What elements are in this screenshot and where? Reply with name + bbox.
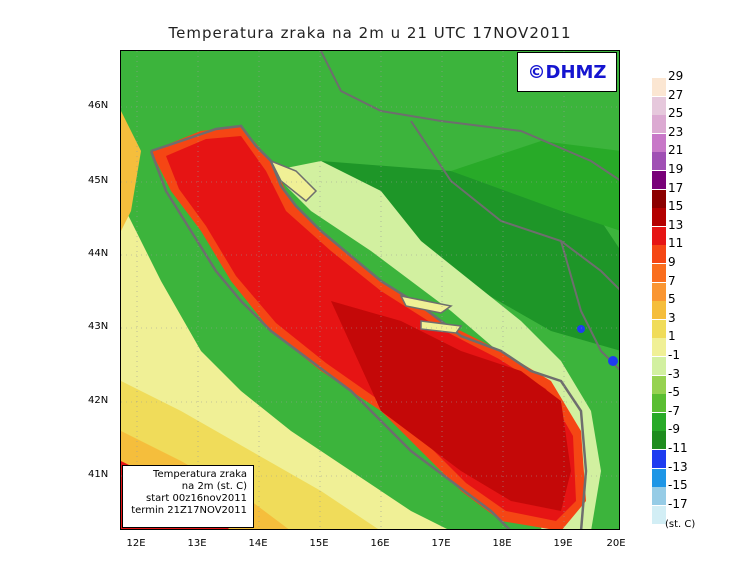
legend-swatch (652, 394, 666, 413)
lat-tick-41: 41N (88, 469, 109, 480)
legend-swatch (652, 375, 666, 394)
island-korcula (420, 320, 463, 334)
temperature-map (120, 50, 620, 530)
legend-label: 11 (668, 236, 684, 251)
legend-label: 29 (668, 69, 684, 83)
info-line-2: na 2m (st. C) (181, 481, 247, 492)
lake-skadar (577, 325, 585, 333)
lat-tick-43: 43N (88, 321, 109, 332)
legend-label: -5 (668, 385, 680, 400)
lat-tick-42: 42N (88, 395, 109, 406)
legend-label: 9 (668, 255, 676, 269)
legend-label: -11 (668, 441, 688, 455)
legend-label: -9 (668, 422, 680, 437)
lon-tick-15: 15E (309, 538, 329, 549)
map-canvas (121, 51, 619, 529)
legend-label: -7 (668, 403, 680, 418)
border-inland (410, 120, 619, 291)
lon-tick-17: 17E (431, 538, 451, 549)
legend-swatch (652, 468, 666, 487)
legend-label: -15 (668, 478, 688, 493)
legend-swatch (652, 431, 666, 450)
border-north (320, 51, 619, 181)
legend-label: 7 (668, 273, 676, 288)
inland-area-north (451, 141, 619, 231)
legend-label: 15 (668, 199, 684, 214)
legend-swatch (652, 208, 666, 227)
legend-swatch (652, 78, 666, 96)
legend-units: (st. C) (665, 519, 696, 530)
legend-label: 13 (668, 217, 684, 232)
legend-swatch (652, 264, 666, 282)
legend-swatch (652, 282, 666, 301)
legend-swatch (652, 505, 666, 524)
info-line-4: termin 21Z17NOV2011 (131, 505, 247, 516)
legend-label: 3 (668, 310, 676, 325)
legend-swatch (652, 245, 666, 264)
legend-swatch (652, 115, 666, 134)
coastline-east (150, 124, 588, 529)
legend-swatch (652, 319, 666, 338)
legend-swatch (652, 96, 666, 115)
legend-swatch (652, 338, 666, 357)
legend-label: -17 (668, 496, 688, 511)
info-line-3: start 00z16nov2011 (146, 493, 247, 504)
lon-tick-18: 18E (492, 538, 512, 549)
info-box: Temperatura zraka na 2m (st. C) start 00… (122, 465, 254, 528)
legend-swatch (652, 450, 666, 468)
lon-tick-16: 16E (370, 538, 390, 549)
legend-swatch (652, 357, 666, 375)
legend-label: 17 (668, 180, 684, 195)
map-title: Temperatura zraka na 2m u 21 UTC 17NOV20… (168, 24, 572, 42)
lon-tick-14: 14E (248, 538, 268, 549)
legend-swatch (652, 487, 666, 506)
legend-label: 5 (668, 292, 676, 307)
legend-swatch (652, 226, 666, 245)
southern-adriatic (331, 301, 571, 511)
dhmz-logo: ©DHMZ (517, 52, 617, 92)
lat-tick-45: 45N (88, 175, 109, 186)
legend-label: 1 (668, 329, 676, 344)
island-krk (269, 159, 318, 203)
legend-label: 19 (668, 162, 684, 176)
legend-swatch (652, 412, 666, 431)
lake-ohrid (608, 356, 618, 366)
legend-label: -13 (668, 459, 688, 474)
legend-swatch (652, 189, 666, 208)
island-hvar (399, 294, 453, 314)
lat-tick-44: 44N (88, 248, 109, 259)
lon-tick-20: 20E (606, 538, 626, 549)
inland-cold-area (321, 161, 619, 351)
info-line-1: Temperatura zraka (153, 469, 247, 480)
legend-label: 23 (668, 124, 684, 139)
legend-label: 27 (668, 87, 684, 102)
lat-tick-46: 46N (88, 100, 109, 111)
legend-swatch (652, 133, 666, 152)
lon-tick-12: 12E (126, 538, 146, 549)
lon-tick-19: 19E (553, 538, 573, 549)
lon-tick-13: 13E (187, 538, 207, 549)
legend-label: -3 (668, 366, 680, 381)
legend-label: 21 (668, 143, 684, 158)
legend-label: -1 (668, 348, 680, 362)
north-coast-warm (121, 111, 141, 231)
legend-label: 25 (668, 106, 684, 121)
legend-swatch (652, 152, 666, 171)
graticule (121, 51, 619, 529)
legend-swatch (652, 301, 666, 320)
legend-swatch (652, 171, 666, 189)
coastline-west (149, 150, 511, 529)
